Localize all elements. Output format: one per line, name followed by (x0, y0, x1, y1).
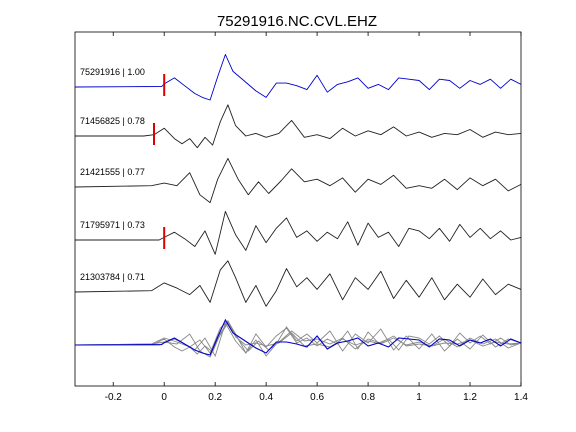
plot-frame (74, 31, 522, 387)
x-tick-label: 1.2 (463, 392, 477, 403)
trace-label: 75291916 | 1.00 (80, 67, 145, 77)
trace-label: 71456825 | 0.78 (80, 116, 145, 126)
trace-line (74, 260, 522, 307)
x-tick-label: 0 (161, 392, 167, 403)
trace-5: 21303784 | 0.71 (74, 260, 522, 307)
x-tick-label: 1 (416, 392, 422, 403)
traces-layer: 75291916 | 1.00 71456825 | 0.78 21421555 |… (74, 54, 522, 307)
overlay-trace-5 (74, 320, 522, 357)
trace-line (74, 157, 522, 204)
x-axis: -0.2 0 0.2 0.4 0.6 0.8 1 1.2 1.4 (105, 32, 528, 403)
overlay-layer (74, 318, 522, 358)
trace-label: 21303784 | 0.71 (80, 272, 145, 282)
x-tick-label: 0.4 (259, 392, 273, 403)
x-tick-label: -0.2 (105, 392, 123, 403)
trace-label: 71795971 | 0.73 (80, 220, 145, 230)
x-tick-label: 1.4 (514, 392, 528, 403)
overlay-trace-reference (74, 318, 522, 356)
trace-line (74, 54, 522, 101)
trace-4: 71795971 | 0.73 (75, 210, 522, 255)
x-tick-label: 0.6 (310, 392, 324, 403)
x-tick-label: 0.8 (361, 392, 375, 403)
trace-1: 75291916 | 1.00 (74, 54, 522, 101)
chart-title: 75291916.NC.CVL.EHZ (217, 13, 377, 30)
overlay-trace-4 (75, 321, 522, 358)
trace-line (75, 210, 522, 255)
x-tick-label: 0.2 (208, 392, 222, 403)
trace-label: 21421555 | 0.77 (80, 167, 145, 177)
trace-line (75, 104, 522, 149)
trace-2: 71456825 | 0.78 (75, 104, 522, 149)
trace-3: 21421555 | 0.77 (74, 157, 522, 204)
